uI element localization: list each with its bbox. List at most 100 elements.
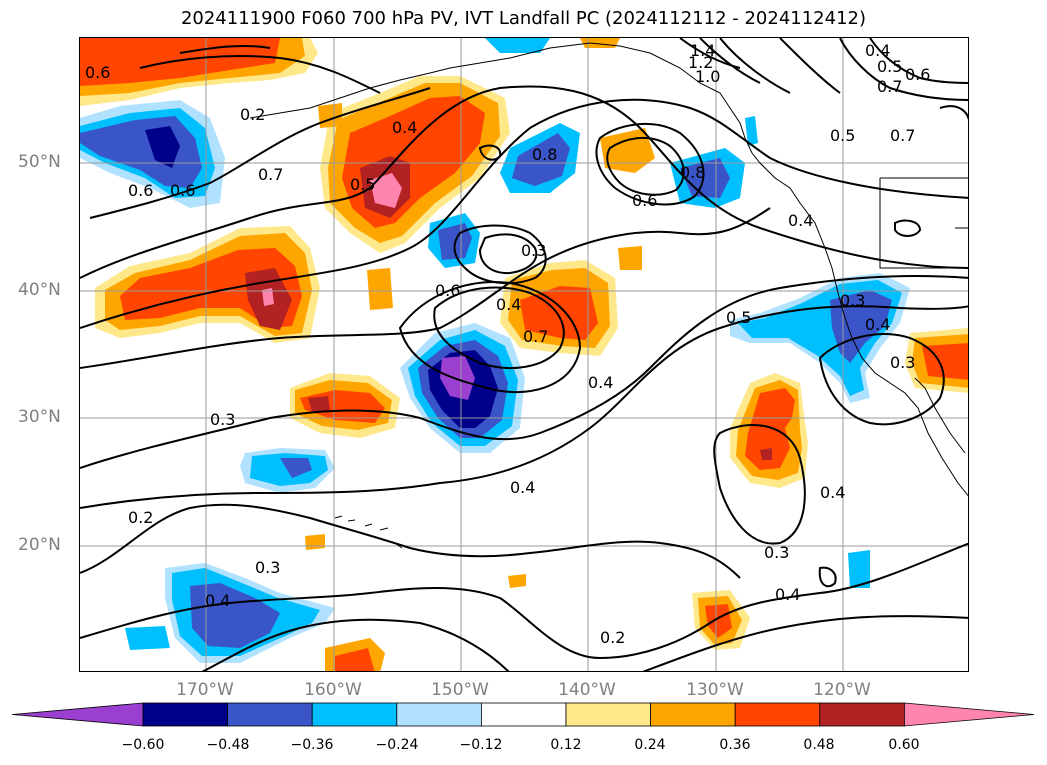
pv-fill-negative — [145, 126, 180, 168]
contour-label: 0.4 — [788, 211, 813, 230]
colorbar-tick: −0.48 — [206, 737, 250, 753]
map-canvas: 1.4 1.2 1.0 0.4 0.5 0.6 0.7 0.6 0.2 0.4 … — [80, 38, 968, 671]
colorbar-extend-high — [904, 702, 1035, 727]
colorbar-tick: −0.60 — [121, 737, 165, 753]
lon-label-140w: 140°W — [558, 680, 616, 700]
graticule — [80, 38, 968, 671]
pv-fill-positive — [705, 604, 732, 638]
contour-label: 0.8 — [532, 145, 557, 164]
colorbar-tick: 0.48 — [803, 737, 835, 753]
pv-fill-negative — [680, 158, 730, 198]
pv-fill-negative — [440, 356, 475, 400]
pv-fill-layer — [80, 38, 968, 671]
contour-label: 0.4 — [510, 478, 535, 497]
contour-label: 0.6 — [85, 63, 110, 82]
colorbar-segment — [734, 702, 821, 727]
contour-label: 0.5 — [877, 57, 902, 76]
contour-label: 0.2 — [240, 105, 265, 124]
contour-label: 0.6 — [632, 191, 657, 210]
pv-fill-negative — [125, 626, 170, 650]
pv-fill-negative — [512, 133, 570, 186]
contour-label: 0.6 — [905, 65, 930, 84]
contour-label: 0.7 — [258, 165, 283, 184]
colorbar-segment — [227, 702, 313, 727]
contour-layer — [80, 38, 968, 671]
alaska-coast — [249, 42, 746, 139]
contour-label: 0.4 — [865, 315, 890, 334]
pv-fill-positive — [760, 448, 772, 460]
contour-label: 0.3 — [521, 241, 546, 260]
contour-label: 0.2 — [600, 628, 625, 647]
colorbar-tick: 0.60 — [888, 737, 920, 753]
lon-label-160w: 160°W — [304, 680, 362, 700]
pv-fill-positive — [262, 288, 274, 306]
contour-label: 0.4 — [392, 118, 417, 137]
contour-label: 0.7 — [890, 126, 915, 145]
colorbar-segment — [480, 702, 567, 727]
pv-fill-positive — [308, 396, 330, 412]
contour-label: 0.7 — [523, 327, 548, 346]
colorbar-segment — [819, 702, 905, 727]
pv-fill-positive — [600, 128, 655, 173]
colorbar-tick: 0.36 — [719, 737, 751, 753]
colorbar-tick: 0.24 — [634, 737, 666, 753]
pv-fill-negative — [830, 290, 892, 363]
pv-fill-negative — [485, 38, 550, 53]
contour-label: 0.3 — [890, 353, 915, 372]
coastline-layer — [249, 42, 968, 549]
contour-label: 1.0 — [695, 67, 720, 86]
map-panel: 1.4 1.2 1.0 0.4 0.5 0.6 0.7 0.6 0.2 0.4 … — [79, 37, 969, 672]
lon-label-150w: 150°W — [431, 680, 489, 700]
pv-fill-negative — [848, 550, 870, 588]
pv-fill-positive — [367, 268, 393, 310]
colorbar-extend-low — [11, 702, 144, 727]
contour-label: 0.4 — [205, 591, 230, 610]
contour-label: 0.6 — [128, 181, 153, 200]
lon-label-120w: 120°W — [813, 680, 871, 700]
contour-label: 0.7 — [877, 77, 902, 96]
contour-label: 0.3 — [210, 410, 235, 429]
contour-label: 0.4 — [820, 483, 845, 502]
contour-label-layer: 1.4 1.2 1.0 0.4 0.5 0.6 0.7 0.6 0.2 0.4 … — [85, 41, 930, 647]
colorbar-tick: −0.24 — [375, 737, 419, 753]
contour-label: 0.5 — [830, 126, 855, 145]
contour-label: 0.5 — [726, 308, 751, 327]
contour-label: 0.6 — [435, 281, 460, 300]
colorbar-tick: −0.12 — [459, 737, 503, 753]
colorbar-segment — [311, 702, 398, 727]
pv-fill-positive — [80, 38, 280, 86]
contour-label: 0.3 — [255, 558, 280, 577]
contour-label: 0.4 — [588, 373, 613, 392]
contour-label: 0.2 — [128, 508, 153, 527]
colorbar-segment — [396, 702, 482, 727]
pv-fill-positive — [618, 246, 642, 270]
lon-label-130w: 130°W — [686, 680, 744, 700]
colorbar-segment — [142, 702, 228, 727]
colorbar-tick: −0.36 — [290, 737, 334, 753]
contour-label: 0.5 — [350, 175, 375, 194]
baja-coast — [914, 377, 966, 454]
colorbar-tick: 0.12 — [550, 737, 582, 753]
pv-fill-positive — [335, 648, 375, 671]
map-title: 2024111900 F060 700 hPa PV, IVT Landfall… — [180, 8, 867, 29]
lat-label-20n: 20°N — [18, 535, 61, 555]
colorbar-segment — [565, 702, 651, 727]
contour-label: 0.3 — [764, 543, 789, 562]
contour-label: 1.4 — [690, 41, 715, 60]
bc-coast — [744, 137, 833, 269]
contour-label: 0.6 — [170, 181, 195, 200]
pv-fill-positive — [520, 286, 598, 340]
contour-label: 0.3 — [840, 291, 865, 310]
lat-label-50n: 50°N — [18, 152, 61, 172]
pv-fill-negative — [280, 458, 312, 478]
contour-label: 0.4 — [496, 295, 521, 314]
pv-fill-positive — [508, 574, 526, 588]
lat-label-40n: 40°N — [18, 280, 61, 300]
hawaii-islands — [334, 515, 403, 549]
pv-fill-negative — [745, 116, 758, 146]
us-west-coast — [831, 267, 968, 497]
contour-label: 1.2 — [688, 53, 713, 72]
contour-label: 0.4 — [865, 41, 890, 60]
pv-fill-positive — [305, 534, 325, 550]
lon-label-170w: 170°W — [176, 680, 234, 700]
